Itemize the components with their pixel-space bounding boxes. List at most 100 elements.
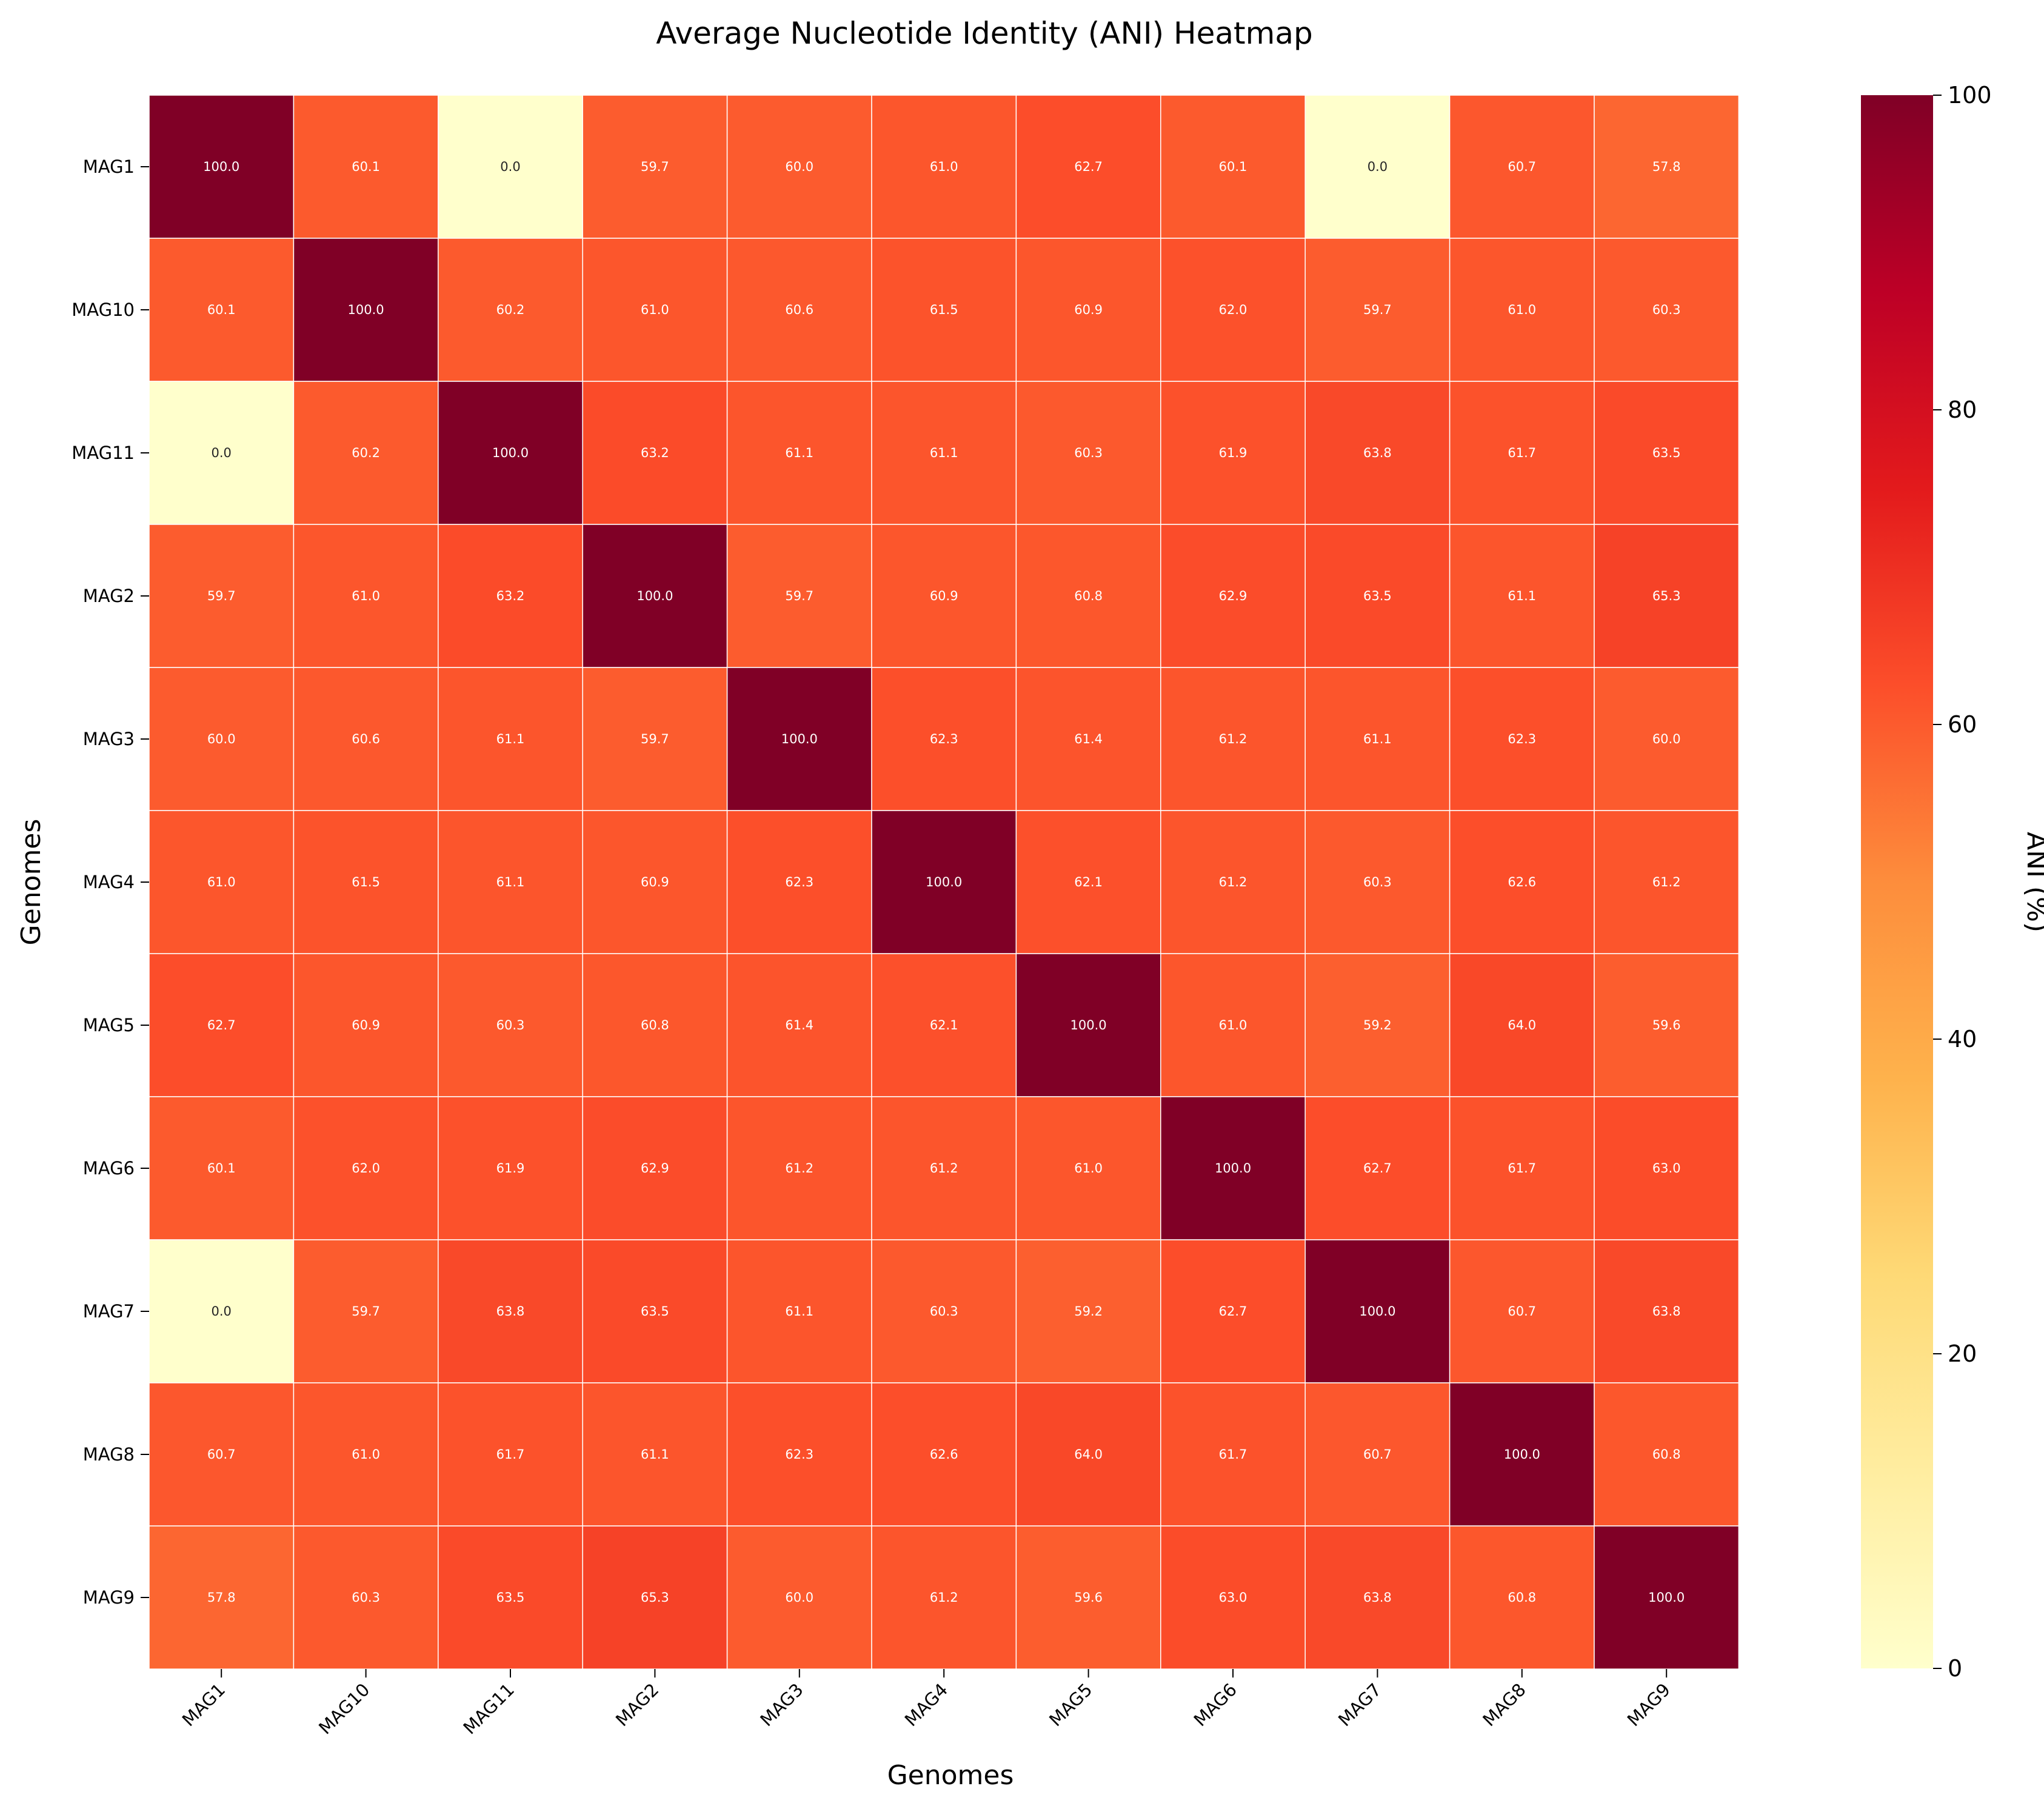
heatmap-cell [1304,1525,1451,1670]
heatmap-cell [1594,1096,1740,1240]
heatmap-cell [1160,95,1306,239]
cell-value-label: 60.2 [496,303,525,317]
heatmap-cell [871,810,1017,954]
y-tick-label: MAG3 [83,729,135,749]
cell-value-label: 62.3 [785,1447,813,1462]
heatmap-cell [582,95,728,239]
cell-value-label: 57.8 [207,1590,236,1605]
cell-value-label: 59.6 [1652,1018,1681,1032]
cell-value-label: 60.9 [352,1018,380,1032]
heatmap-cell [293,95,439,239]
heatmap-cell [149,953,295,1097]
heatmap-cell [1304,238,1451,382]
x-tick-label: MAG2 [612,1679,663,1730]
cell-value-label: 63.5 [1363,589,1392,603]
cell-value-label: 60.7 [1508,159,1536,174]
cell-value-label: 65.3 [1652,589,1681,603]
heatmap-cell [293,524,439,668]
x-tick-label: MAG8 [1478,1679,1529,1730]
cell-value-label: 62.9 [641,1161,669,1176]
heatmap-cell [438,95,583,239]
heatmap-cell [149,238,295,382]
heatmap-cell [1449,1525,1595,1670]
heatmap-cell [726,1382,872,1527]
cell-value-label: 61.2 [1652,875,1681,889]
colorbar [1861,95,1933,1668]
cell-value-label: 61.7 [496,1447,525,1462]
chart-title: Average Nucleotide Identity (ANI) Heatma… [656,16,1312,51]
heatmap-cell [438,381,583,525]
heatmap-cell [726,238,872,382]
cell-value-label: 61.0 [1508,303,1536,317]
x-tick-label: MAG5 [1045,1679,1096,1730]
cell-value-label: 61.2 [930,1161,958,1176]
heatmap-cell [1304,1382,1451,1527]
x-tick-label: MAG6 [1190,1679,1241,1730]
heatmap-cell [871,238,1017,382]
heatmap-cell [149,381,295,525]
heatmap-cell [149,1239,295,1383]
heatmap-cell [293,1525,439,1670]
cell-value-label: 59.7 [785,589,813,603]
cell-value-label: 100.0 [348,303,384,317]
heatmap-cell [1594,810,1740,954]
cell-value-label: 100.0 [1359,1304,1395,1319]
heatmap-cell [1304,810,1451,954]
y-tick-label: MAG5 [83,1015,135,1035]
cell-value-label: 0.0 [211,446,231,460]
cell-value-label: 60.0 [785,1590,813,1605]
cell-value-label: 61.1 [496,732,525,746]
cell-value-label: 60.2 [352,446,380,460]
cell-value-label: 60.1 [352,159,380,174]
x-tick-label: MAG9 [1623,1679,1674,1730]
colorbar-tick-label: 20 [1948,1340,1977,1367]
y-tick-label: MAG9 [83,1587,135,1608]
cell-value-label: 0.0 [211,1304,231,1319]
heatmap-cell [871,1239,1017,1383]
cell-value-label: 61.5 [352,875,380,889]
heatmap-cell [871,1525,1017,1670]
cell-value-label: 61.0 [352,589,380,603]
cell-value-label: 60.3 [1363,875,1392,889]
y-tick-label: MAG11 [72,443,135,463]
heatmap-cell [726,953,872,1097]
cell-value-label: 60.3 [1652,303,1681,317]
cell-value-label: 62.9 [1219,589,1247,603]
heatmap-cell [726,1096,872,1240]
cell-value-label: 61.1 [641,1447,669,1462]
cell-value-label: 62.7 [1363,1161,1392,1176]
cell-value-label: 60.8 [1652,1447,1681,1462]
cell-value-label: 59.2 [1363,1018,1392,1032]
cell-value-label: 61.4 [785,1018,813,1032]
cell-value-label: 59.7 [352,1304,380,1319]
heatmap-cell [582,953,728,1097]
heatmap-cell [871,381,1017,525]
heatmap-cell [726,95,872,239]
cell-value-label: 62.3 [1508,732,1536,746]
x-tick-label: MAG11 [459,1679,518,1738]
y-tick-label: MAG1 [83,156,135,177]
heatmap-cell [1304,667,1451,811]
heatmap-cell [293,810,439,954]
heatmap-cell [871,1382,1017,1527]
cell-value-label: 60.1 [207,303,236,317]
heatmap-cell [582,810,728,954]
cell-value-label: 100.0 [636,589,673,603]
cell-value-label: 0.0 [500,159,520,174]
cell-value-label: 63.8 [1363,1590,1392,1605]
heatmap-cell [149,524,295,668]
heatmap-cell [1594,1382,1740,1527]
heatmap-cell [871,953,1017,1097]
heatmap-cell [1449,524,1595,668]
heatmap-cell [293,667,439,811]
cell-value-label: 60.3 [496,1018,525,1032]
heatmap-cell [438,524,583,668]
x-tick-label: MAG4 [901,1679,952,1730]
heatmap-cell [1015,95,1161,239]
cell-value-label: 60.1 [1219,159,1247,174]
heatmap-cell [293,238,439,382]
cell-value-label: 64.0 [1074,1447,1103,1462]
heatmap-cell [1015,1096,1161,1240]
heatmap-cell [1594,95,1740,239]
cell-value-label: 60.0 [207,732,236,746]
